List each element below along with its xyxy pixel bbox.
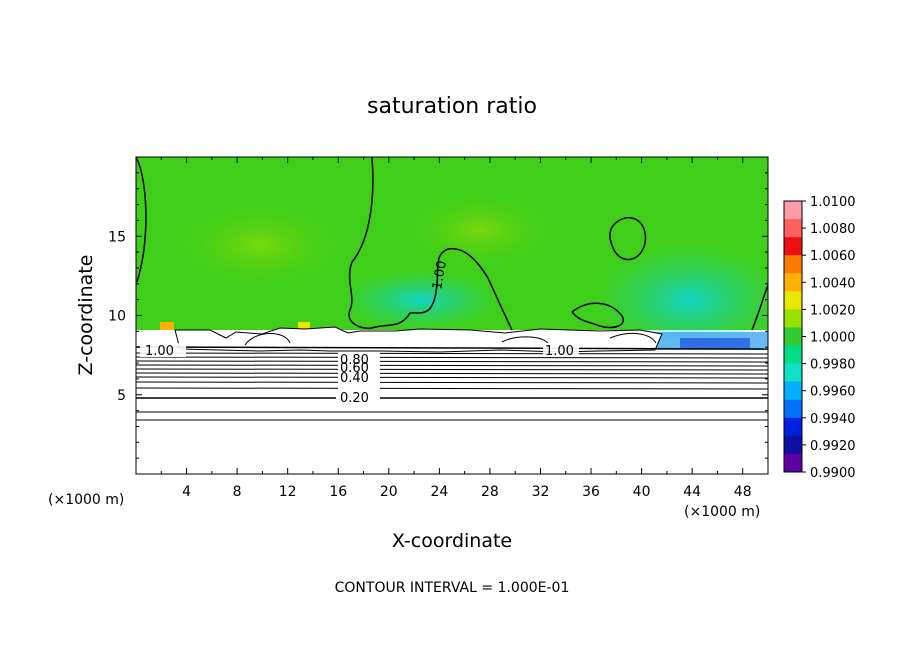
contour-line [136,360,768,363]
contour-line [136,356,768,359]
x-tick-label: 48 [734,484,752,500]
colorbar-label: 1.0100 [810,195,856,210]
x-axis: 4 8 12 16 20 24 28 32 36 40 44 48 [160,157,752,500]
colorbar-label: 0.9980 [810,358,856,373]
colorbar-swatch [784,255,802,274]
contour-line [571,302,625,329]
x-axis-label: X-coordinate [392,530,512,552]
colorbar-label: 1.0040 [810,276,856,291]
field-blob [170,200,350,290]
y-axis: 5 10 15 [108,172,768,459]
colorbar-swatch [784,363,802,383]
x-tick-label: 24 [430,484,448,500]
contour-line [136,376,768,379]
colorbar-label: 0.9900 [810,466,856,481]
x-tick-label: 4 [182,484,191,500]
field-blob [595,245,768,355]
cloud-cavity [244,332,657,346]
colorbar-label: 0.9960 [810,385,856,400]
x-tick-label: 20 [380,484,398,500]
contour-label: 0.80 [340,353,369,368]
colorbar-swatch [784,237,802,256]
colorbar-label: 1.0060 [810,249,856,264]
x-unit-label-right: (×1000 m) [684,504,760,520]
colorbar: 1.0100 1.0080 1.0060 1.0040 1.0020 1.0000 0.99… [783,195,856,481]
contour-label: 0.20 [340,391,369,406]
colorbar-label: 1.0020 [810,303,856,318]
colorbar-swatch [784,399,802,419]
colorbar-swatch [784,291,802,310]
contour-line [136,346,768,350]
colorbar-swatch [784,273,802,292]
contour-label: 1.00 [430,260,450,291]
x-unit-label-left: (×1000 m) [48,492,124,508]
contour-label: 0.40 [340,371,369,386]
contour-line [136,387,768,390]
contour-line [609,217,647,261]
colorbar-swatch [784,201,802,220]
colorbar-swatch [784,417,802,437]
colorbar-label: 1.0080 [810,222,856,237]
contour-line [348,157,513,331]
colorbar-swatch [784,381,802,401]
field-patch [160,322,174,330]
contour-label: 1.00 [545,344,574,359]
colorbar-label: 0.9920 [810,439,856,454]
y-tick-label: 5 [117,388,126,404]
contour-line [136,419,768,421]
x-tick-label: 28 [481,484,499,500]
x-tick-label: 36 [582,484,600,500]
colorbar-swatch [784,453,802,473]
colorbar-swatch [784,435,802,455]
x-tick-label: 12 [279,484,297,500]
contour-label: 0.60 [340,361,369,376]
plot-area: 1.00 1.00 1.00 0.80 0.60 0.40 0.20 [136,157,768,474]
colorbar-swatch [784,327,802,347]
contour-line [136,364,768,367]
contour-line [136,368,768,371]
field-patch [298,322,310,329]
field-patch [680,338,750,348]
y-tick-label: 10 [108,309,126,325]
colorbar-label: 1.0000 [810,331,856,346]
contour-line [136,352,768,355]
x-tick-label: 8 [233,484,242,500]
x-tick-label: 16 [329,484,347,500]
y-axis-label: Z-coordinate [75,255,97,376]
contour-line [136,381,768,384]
contour-labels: 1.00 1.00 1.00 0.80 0.60 0.40 0.20 [140,260,579,406]
contour-line [751,284,768,331]
x-tick-label: 40 [633,484,651,500]
field-blob [340,270,500,330]
field-blob [400,190,560,270]
contour-line [136,157,147,283]
colorbar-swatch [784,345,802,365]
contour-line [136,372,768,375]
x-tick-label: 32 [532,484,550,500]
contour-label: 1.00 [145,344,174,359]
cloud-cavity [174,326,663,353]
y-tick-label: 15 [108,229,126,245]
colorbar-swatch [784,309,802,328]
contour-interval-note: CONTOUR INTERVAL = 1.000E-01 [335,580,570,596]
contour-lines [136,157,768,421]
colorbar-label: 0.9940 [810,412,856,427]
x-tick-label: 44 [683,484,701,500]
colorbar-swatch [784,219,802,238]
chart-title: saturation ratio [367,94,537,119]
